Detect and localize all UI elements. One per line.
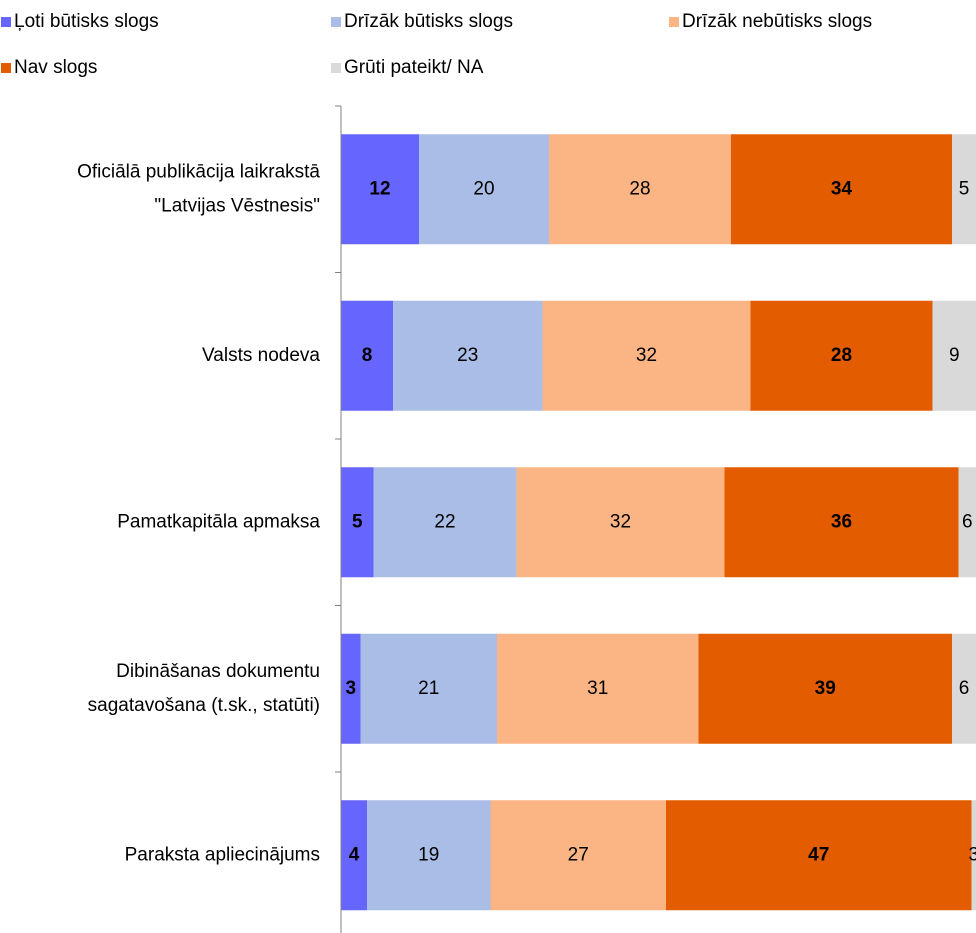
- bar-segment: [698, 633, 952, 744]
- data-label: 19: [418, 844, 439, 865]
- data-label: 28: [629, 178, 650, 199]
- bar-segment: [341, 800, 367, 911]
- data-label: 8: [362, 345, 373, 366]
- category-label-line: Oficiālā publikācija laikrakstā: [77, 161, 320, 182]
- bar-segment: [497, 633, 699, 744]
- category-label: Oficiālā publikācija laikrakstā "Latvijas…: [77, 161, 320, 216]
- bar-segment: [393, 300, 543, 411]
- data-label: 32: [610, 511, 631, 532]
- bar-segment: [724, 467, 959, 578]
- bar-segment: [750, 300, 933, 411]
- data-label: 6: [962, 511, 973, 532]
- bar-segment: [373, 467, 517, 578]
- category-label: Paraksta apliecinājums: [125, 844, 320, 865]
- bar-segment: [516, 467, 725, 578]
- data-label: 5: [352, 511, 363, 532]
- legend-label: Drīzāk nebūtisks slogs: [682, 11, 872, 32]
- legend-label: Ļoti būtisks slogs: [14, 11, 159, 32]
- data-label: 21: [418, 678, 439, 699]
- data-label: 34: [831, 178, 853, 199]
- category-label-line: Dibināšanas dokumentu: [116, 661, 320, 682]
- legend-label: Nav slogs: [14, 57, 97, 78]
- bar-segment: [419, 134, 549, 245]
- data-label: 4: [349, 844, 360, 865]
- category-label: Dibināšanas dokumentu sagatavošana (t.sk.…: [88, 661, 320, 716]
- category-label-line: Paraksta apliecinājums: [125, 844, 320, 865]
- bar-segment: [341, 300, 393, 411]
- bar-segment: [731, 134, 952, 245]
- bar-segment: [952, 134, 976, 245]
- data-label: 6: [959, 678, 970, 699]
- category-label-line: sagatavošana (t.sk., statūti): [88, 695, 320, 716]
- bar-segment: [367, 800, 491, 911]
- data-label: 39: [815, 678, 836, 699]
- bar-segment: [971, 800, 976, 911]
- bar-segment: [952, 633, 976, 744]
- data-label: 3: [968, 844, 976, 865]
- legend-swatch: [331, 63, 341, 73]
- category-label-line: Pamatkapitāla apmaksa: [117, 511, 320, 532]
- data-label: 28: [831, 345, 852, 366]
- legend-swatch: [331, 17, 341, 27]
- data-label: 12: [369, 178, 390, 199]
- category-label-line: "Latvijas Vēstnesis": [154, 195, 320, 216]
- legend-label: Drīzāk būtisks slogs: [344, 11, 513, 32]
- data-label: 9: [949, 345, 960, 366]
- bar-segment: [341, 633, 361, 744]
- data-label: 20: [473, 178, 494, 199]
- bar-segment: [341, 134, 419, 245]
- data-label: 23: [457, 345, 478, 366]
- data-label: 31: [587, 678, 608, 699]
- bar-segment: [549, 134, 731, 245]
- data-label: 36: [831, 511, 852, 532]
- data-label: 22: [434, 511, 455, 532]
- data-label: 32: [636, 345, 657, 366]
- legend-swatch: [669, 17, 679, 27]
- bar-segment: [666, 800, 972, 911]
- legend-swatch: [1, 63, 11, 73]
- data-label: 27: [568, 844, 589, 865]
- category-label: Valsts nodeva: [202, 345, 320, 366]
- legend-label: Grūti pateikt/ NA: [344, 57, 484, 78]
- category-label-line: Valsts nodeva: [202, 345, 320, 366]
- bar-segment: [341, 467, 374, 578]
- category-label: Pamatkapitāla apmaksa: [117, 511, 320, 532]
- bar-segment: [542, 300, 751, 411]
- bar-segment: [932, 300, 976, 411]
- bar-segment: [490, 800, 666, 911]
- data-label: 5: [959, 178, 970, 199]
- bar-segment: [958, 467, 976, 578]
- legend-swatch: [1, 17, 11, 27]
- bar-segment: [360, 633, 497, 744]
- data-label: 3: [345, 678, 356, 699]
- data-label: 47: [808, 844, 829, 865]
